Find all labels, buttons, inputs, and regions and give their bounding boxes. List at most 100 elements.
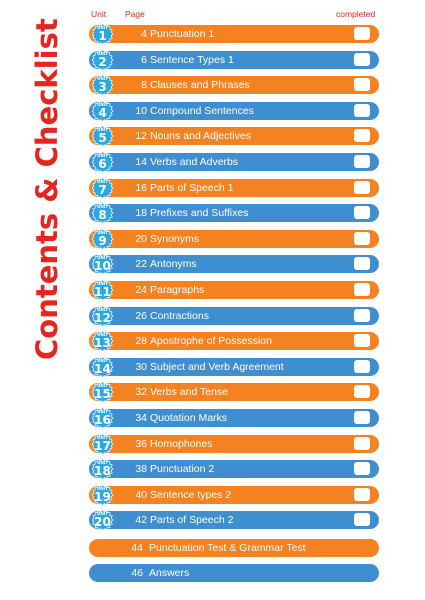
page-number: 18 [135, 207, 147, 220]
completed-checkbox[interactable] [354, 283, 370, 296]
unit-row: 12 Nouns and Adjectives [89, 127, 379, 146]
unit-word: UNIT [97, 127, 108, 133]
starburst-icon [91, 253, 114, 276]
starburst-icon [91, 330, 114, 353]
completed-checkbox[interactable] [354, 462, 370, 476]
topic-title: Quotation Marks [150, 412, 228, 424]
page-number: 34 [135, 412, 147, 424]
unit-row: 42 Parts of Speech 2 [89, 511, 379, 530]
unit-word: UNIT [97, 50, 108, 56]
completed-checkbox[interactable] [354, 359, 370, 373]
unit-number: 20 [94, 515, 111, 530]
unit-badge: UNIT 2 [90, 48, 115, 71]
completed-checkbox[interactable] [354, 27, 370, 40]
starburst-icon [91, 355, 114, 378]
unit-number: 12 [94, 310, 111, 325]
unit-row: 8 Clauses and Phrases [89, 76, 379, 95]
unit-word: UNIT [97, 357, 108, 363]
unit-word: UNIT [97, 485, 108, 491]
unit-badge: UNIT 6 [90, 151, 115, 173]
unit-word: UNIT [97, 460, 108, 466]
unit-word: UNIT [97, 101, 108, 107]
completed-checkbox[interactable] [354, 206, 370, 220]
unit-row: 18 Prefixes and Suffixes [89, 204, 379, 223]
completed-checkbox[interactable] [354, 436, 370, 450]
completed-column-header: completed [336, 9, 376, 19]
page-number: 16 [135, 181, 147, 194]
page-number: 8 [141, 79, 147, 92]
completed-checkbox[interactable] [354, 411, 370, 424]
unit-word: UNIT [97, 434, 108, 440]
unit-row: 14 Verbs and Adverbs [89, 153, 379, 171]
unit-word: UNIT [97, 281, 108, 286]
unit-row: 34 Quotation Marks [89, 409, 379, 427]
unit-row: 26 Contractions [89, 306, 379, 325]
page-number: 38 [135, 463, 147, 476]
unit-number: 10 [94, 259, 111, 274]
unit-word: UNIT [97, 409, 108, 414]
unit-word: UNIT [97, 255, 108, 261]
completed-checkbox[interactable] [354, 155, 370, 168]
completed-checkbox[interactable] [354, 103, 370, 117]
unit-row: 36 Homophones [89, 434, 379, 453]
unit-number: 13 [94, 336, 111, 351]
starburst-icon [91, 381, 114, 404]
completed-checkbox[interactable] [354, 487, 370, 501]
unit-word: UNIT [97, 76, 108, 82]
starburst-icon [91, 509, 114, 532]
unit-number: 4 [98, 105, 107, 120]
completed-checkbox[interactable] [354, 52, 370, 66]
unit-badge: UNIT 15 [90, 381, 115, 404]
unit-row: 4 Punctuation 1 [89, 25, 379, 43]
topic-title: Verbs and Tense [150, 386, 229, 399]
completed-checkbox[interactable] [354, 180, 370, 194]
unit-row: 10 Compound Sentences [89, 101, 379, 120]
completed-checkbox[interactable] [354, 257, 370, 271]
topic-title: Clauses and Phrases [150, 79, 250, 92]
unit-number: 3 [98, 80, 107, 95]
topic-title: Parts of Speech 1 [150, 181, 234, 194]
unit-row: 16 Parts of Speech 1 [89, 178, 379, 197]
unit-row: 28 Apostrophe of Possession [89, 332, 379, 351]
starburst-icon [91, 48, 114, 71]
unit-word: UNIT [97, 229, 108, 235]
starburst-icon [91, 227, 114, 250]
completed-checkbox[interactable] [354, 78, 370, 92]
unit-word: UNIT [97, 511, 108, 517]
topic-title: Nouns and Adjectives [150, 130, 251, 143]
unit-number: 18 [94, 464, 111, 479]
page-number: 44 [131, 541, 143, 554]
starburst-icon [91, 202, 114, 225]
unit-number: 2 [98, 54, 107, 69]
unit-word: UNIT [97, 153, 108, 158]
page-number: 6 [141, 53, 147, 66]
unit-badge: UNIT 17 [90, 432, 115, 455]
unit-number: 1 [98, 29, 107, 43]
unit-word: UNIT [97, 306, 108, 312]
completed-checkbox[interactable] [354, 308, 370, 322]
starburst-icon [91, 304, 114, 327]
completed-checkbox[interactable] [354, 129, 370, 143]
unit-word: UNIT [97, 178, 108, 184]
unit-badge: UNIT 7 [90, 176, 115, 199]
topic-title: Verbs and Adverbs [150, 156, 239, 168]
page-number: 40 [135, 488, 147, 501]
topic-title: Answers [149, 567, 190, 579]
unit-badge: UNIT 11 [90, 279, 115, 301]
unit-word: UNIT [97, 383, 108, 389]
page-number: 20 [135, 232, 147, 245]
topic-title: Homophones [150, 437, 213, 450]
completed-checkbox[interactable] [354, 513, 370, 527]
completed-checkbox[interactable] [354, 231, 370, 245]
completed-checkbox[interactable] [354, 334, 370, 348]
page-column-header: Page [125, 9, 145, 19]
page-number: 30 [135, 360, 147, 373]
unit-badge: UNIT 9 [90, 227, 115, 250]
topic-title: Punctuation 2 [150, 463, 215, 476]
topic-title: Punctuation 1 [150, 28, 215, 40]
unit-badge: UNIT 8 [90, 202, 115, 225]
unit-badge: UNIT 16 [90, 407, 115, 429]
starburst-icon [91, 74, 114, 97]
completed-checkbox[interactable] [354, 385, 370, 399]
page-number: 4 [141, 28, 147, 40]
